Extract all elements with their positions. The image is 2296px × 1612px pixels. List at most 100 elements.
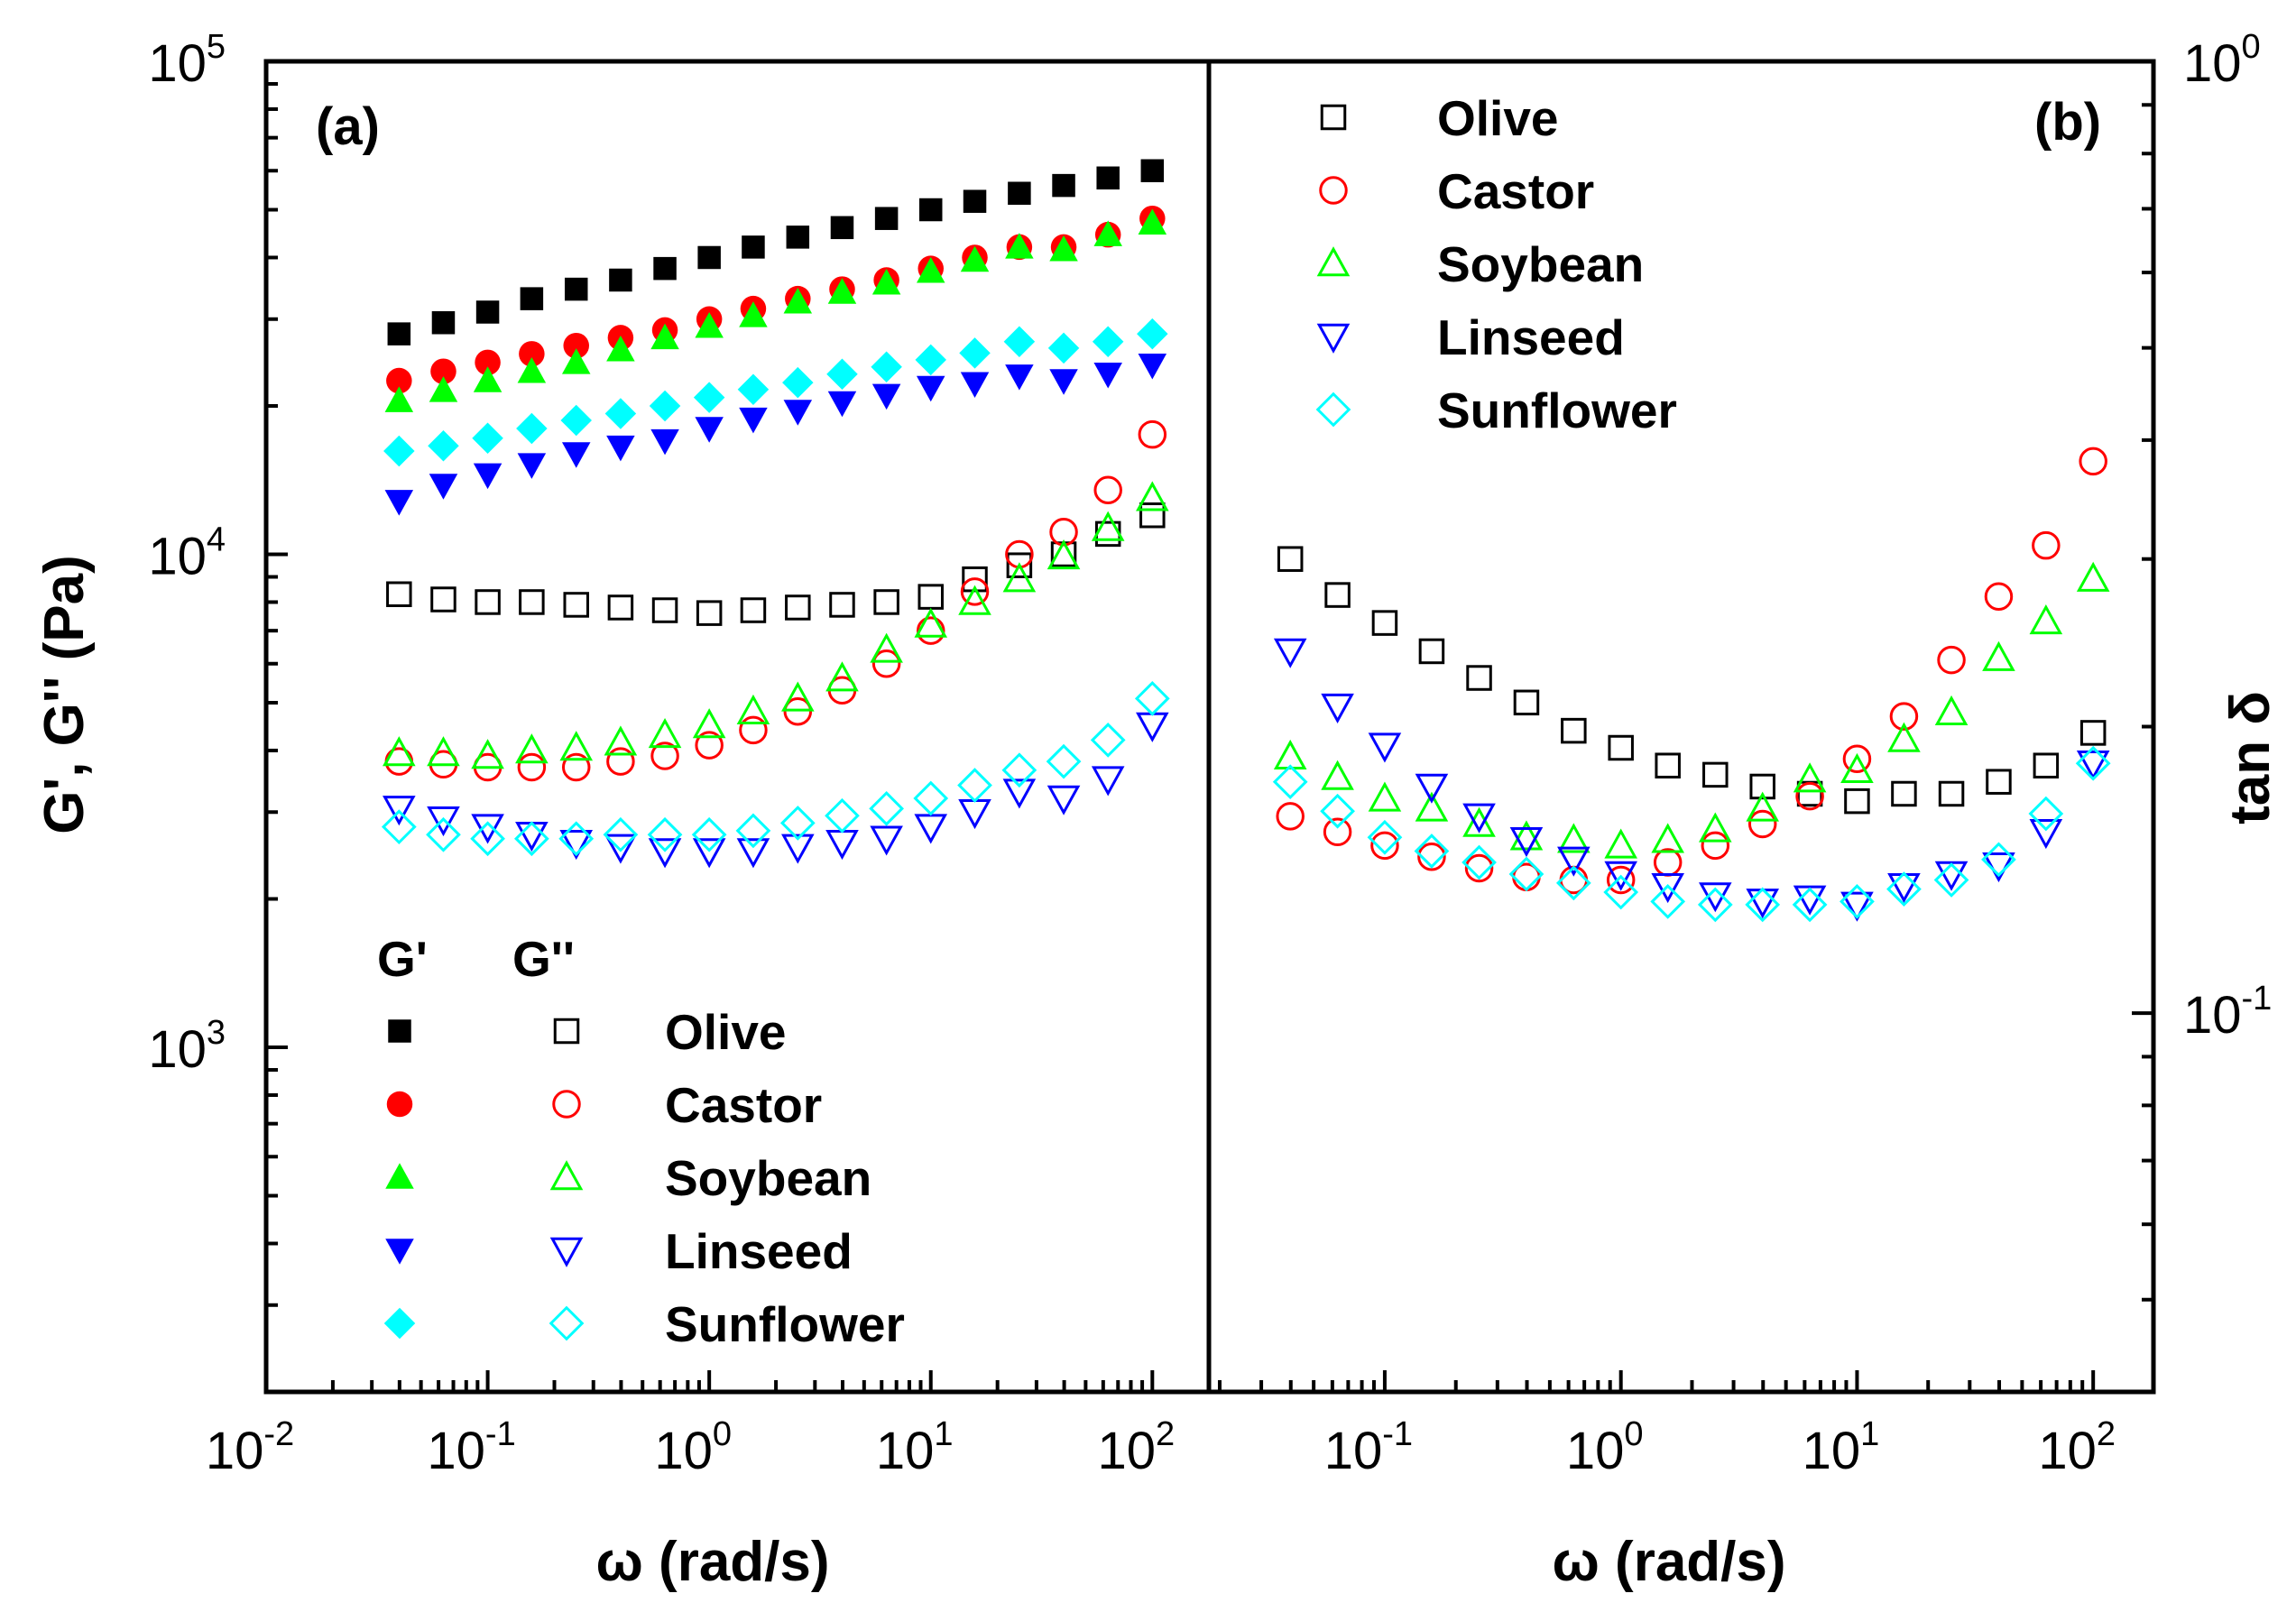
data-point-soybean-gprime [739, 301, 768, 327]
data-point-castor-gdoubleprime [783, 696, 813, 726]
data-point-sunflower-gdoubleprime [1090, 723, 1126, 758]
y-tick-label: 100 [2183, 28, 2261, 93]
data-point-castor-gdoubleprime [606, 747, 635, 776]
data-point-sunflower-gprime [1047, 332, 1080, 364]
data-point-soybean-gprime [960, 245, 990, 272]
data-point-olive-gprime [742, 235, 765, 259]
x-tick-label: 102 [2038, 1415, 2116, 1480]
data-point-soybean-tandelta [1793, 762, 1827, 793]
data-point-sunflower-gprime [1003, 326, 1036, 358]
legend-a-label-sunflower: Sunflower [665, 1296, 905, 1352]
data-point-sunflower-tandelta [1555, 865, 1591, 901]
data-point-sunflower-gdoubleprime [1134, 680, 1170, 716]
data-point-soybean-tandelta [1982, 640, 2015, 671]
data-point-soybean-gdoubleprime [870, 632, 903, 663]
data-point-soybean-tandelta [1368, 781, 1402, 812]
data-point-sunflower-gdoubleprime [735, 813, 771, 849]
data-point-olive-gprime [609, 268, 632, 292]
legend-marker-soybean-gdoubleprime [549, 1160, 584, 1191]
data-point-olive-tandelta [1324, 582, 1351, 608]
data-point-linseed-gdoubleprime [427, 806, 460, 837]
data-point-soybean-gprime [1093, 220, 1122, 246]
panel-a-x-axis-title: ω (rad/s) [595, 1531, 829, 1593]
data-point-linseed-tandelta [2029, 819, 2063, 850]
data-point-linseed-gprime [1005, 364, 1034, 391]
panel-b-y-axis-title: tan δ [2219, 691, 2282, 824]
data-point-linseed-gdoubleprime [604, 834, 638, 864]
data-point-sunflower-tandelta [1367, 819, 1403, 855]
data-point-linseed-gdoubleprime [692, 838, 726, 869]
data-point-olive-gdoubleprime [962, 566, 988, 593]
data-point-castor-gdoubleprime [960, 577, 990, 606]
data-point-sunflower-gdoubleprime [825, 797, 860, 834]
data-point-castor-gdoubleprime [561, 752, 591, 782]
data-point-castor-tandelta [2079, 447, 2107, 476]
data-point-olive-tandelta [1655, 752, 1681, 778]
data-point-castor-tandelta [1606, 865, 1636, 895]
data-point-linseed-gprime [695, 417, 724, 443]
data-point-castor-tandelta [1842, 744, 1872, 773]
panel-b-x-axis-title: ω (rad/s) [1552, 1531, 1785, 1593]
data-point-linseed-gdoubleprime [781, 834, 815, 864]
data-point-castor-gdoubleprime [739, 715, 768, 745]
data-point-soybean-tandelta [1699, 812, 1732, 843]
y-tick-label: 104 [148, 521, 226, 586]
data-point-linseed-tandelta [1604, 861, 1637, 891]
data-point-linseed-gdoubleprime [471, 814, 504, 844]
data-point-linseed-gprime [960, 372, 990, 398]
data-point-soybean-gdoubleprime [383, 736, 416, 767]
data-point-linseed-gdoubleprime [383, 796, 416, 826]
data-point-linseed-tandelta [1651, 872, 1684, 904]
data-point-linseed-gdoubleprime [1002, 778, 1037, 809]
data-point-soybean-tandelta [2076, 561, 2110, 592]
data-point-soybean-gdoubleprime [825, 661, 859, 692]
data-point-sunflower-tandelta [1272, 764, 1308, 800]
data-point-olive-gdoubleprime [475, 589, 501, 615]
data-point-sunflower-tandelta [2075, 745, 2111, 781]
data-point-sunflower-gprime [1092, 326, 1124, 358]
data-point-sunflower-gdoubleprime [691, 816, 727, 852]
data-point-castor-tandelta [1937, 645, 1966, 675]
data-point-castor-gdoubleprime [871, 649, 901, 678]
legend-header-g-prime: G' [377, 931, 428, 987]
data-point-linseed-gprime [739, 407, 768, 434]
data-point-soybean-gprime [606, 335, 635, 362]
data-point-olive-gprime [918, 198, 943, 222]
data-point-castor-gprime [519, 341, 545, 367]
x-tick-label: 100 [654, 1415, 732, 1480]
data-point-olive-tandelta [1513, 689, 1540, 716]
data-point-sunflower-gprime [871, 351, 902, 382]
data-point-sunflower-gprime [383, 435, 415, 467]
data-point-linseed-gdoubleprime [648, 838, 682, 869]
x-tick-label: 101 [876, 1415, 954, 1480]
data-point-olive-tandelta [1891, 780, 1917, 807]
data-point-castor-tandelta [1323, 817, 1352, 847]
data-point-sunflower-gprime [472, 422, 503, 455]
data-point-linseed-gprime [1138, 353, 1167, 380]
data-point-olive-gprime [475, 300, 500, 324]
data-point-soybean-gdoubleprime [648, 717, 682, 749]
data-point-sunflower-tandelta [1320, 793, 1355, 829]
data-point-linseed-gprime [561, 442, 591, 468]
data-point-sunflower-gdoubleprime [558, 821, 595, 857]
data-point-soybean-gdoubleprime [604, 725, 638, 756]
data-point-olive-gprime [387, 322, 411, 345]
panel-a-storage-loss-modulus: 10-2 10-1 100 101 102 103 104 105 (a) ω (rad/s)… [33, 28, 1175, 1593]
panel-b-tan-delta: 10-1 100 101 102 10-1 100 (b) ω (rad/s) tan δ… [1217, 28, 2282, 1593]
data-point-soybean-tandelta [1746, 791, 1779, 822]
data-point-soybean-tandelta [1651, 823, 1684, 853]
data-point-soybean-gdoubleprime [1136, 481, 1169, 511]
data-point-sunflower-tandelta [1697, 887, 1733, 923]
data-point-linseed-gdoubleprime [736, 838, 770, 869]
legend-marker-linseed-gdoubleprime [549, 1237, 584, 1267]
data-point-soybean-tandelta [1462, 806, 1496, 837]
data-point-olive-tandelta [1608, 734, 1634, 761]
data-point-linseed-gprime [384, 490, 414, 516]
data-point-soybean-gdoubleprime [781, 681, 815, 712]
data-point-olive-gprime [963, 189, 987, 213]
legend-a-label-olive: Olive [665, 1004, 787, 1060]
data-point-linseed-tandelta [1509, 827, 1544, 858]
data-point-olive-gprime [1096, 166, 1120, 190]
data-point-sunflower-tandelta [2028, 796, 2064, 832]
data-point-olive-gprime [431, 310, 456, 335]
